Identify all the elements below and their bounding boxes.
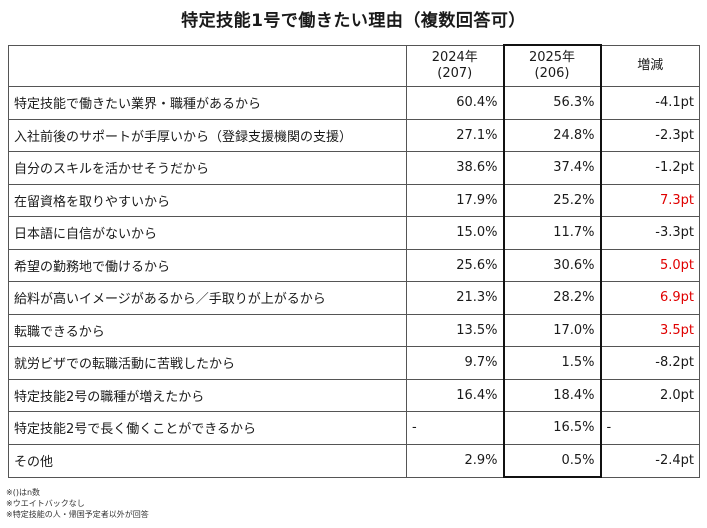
header-2024-year: 2024年 [431, 49, 478, 65]
cell-2024: 2.9% [406, 443, 504, 478]
cell-2025: 17.0% [502, 313, 602, 347]
row-label: 就労ビザでの転職活動に苦戦したから [8, 346, 407, 380]
row-label: 入社前後のサポートが手厚いから（登録支援機関の支援） [8, 118, 407, 152]
cell-2024: 38.6% [406, 151, 504, 185]
row-label: 特定技能2号で長く働くことができるから [8, 411, 407, 445]
cell-diff: 3.5pt [600, 313, 700, 347]
table-row: 希望の勤務地で働けるから 25.6% 30.6% 5.0pt [8, 248, 700, 282]
row-label: 特定技能で働きたい業界・職種があるから [8, 86, 407, 120]
cell-2025: 30.6% [502, 248, 602, 282]
cell-2025: 24.8% [502, 118, 602, 152]
cell-2024: 27.1% [406, 118, 504, 152]
cell-2025: 1.5% [502, 346, 602, 380]
row-label: 自分のスキルを活かせそうだから [8, 151, 407, 185]
cell-2024: 17.9% [406, 183, 504, 217]
cell-diff: -4.1pt [600, 86, 700, 120]
cell-2025: 11.7% [502, 216, 602, 250]
footnote: ※ウエイトバックなし [6, 499, 85, 508]
table-row: 入社前後のサポートが手厚いから（登録支援機関の支援） 27.1% 24.8% -2.3… [8, 118, 700, 152]
cell-2024: 21.3% [406, 281, 504, 315]
table-row: 特定技能で働きたい業界・職種があるから 60.4% 56.3% -4.1pt [8, 86, 700, 120]
row-label: 希望の勤務地で働けるから [8, 248, 407, 282]
footnote: ※()はn数 [6, 488, 41, 497]
cell-2024: 15.0% [406, 216, 504, 250]
header-label-column [8, 44, 407, 87]
cell-diff: -2.4pt [600, 443, 700, 478]
cell-2024: 9.7% [406, 346, 504, 380]
cell-2025: 18.4% [502, 378, 602, 412]
row-label: 特定技能2号の職種が増えたから [8, 378, 407, 412]
header-2025: 2025年 (206) [502, 44, 602, 87]
cell-2024: 13.5% [406, 313, 504, 347]
cell-diff: 5.0pt [600, 248, 700, 282]
cell-2024: 60.4% [406, 86, 504, 120]
cell-2025: 37.4% [502, 151, 602, 185]
row-label: その他 [8, 443, 407, 478]
row-label: 転職できるから [8, 313, 407, 347]
cell-2024: 25.6% [406, 248, 504, 282]
table-row: 特定技能2号で長く働くことができるから -16.5% - [8, 411, 700, 445]
table-row: 特定技能2号の職種が増えたから 16.4% 18.4% 2.0pt [8, 378, 700, 412]
data-table: 2024年 (207) 2025年 (206) 増減 特定技能で働きたい業界・職… [8, 44, 700, 478]
row-label: 在留資格を取りやすいから [8, 183, 407, 217]
cell-2024: 16.4% [406, 378, 504, 412]
cell-diff: - [600, 411, 700, 445]
table-row: その他 2.9% 0.5% -2.4pt [8, 443, 700, 478]
table-header-row: 2024年 (207) 2025年 (206) 増減 [8, 44, 700, 87]
row-label: 給料が高いイメージがあるから／手取りが上がるから [8, 281, 407, 315]
cell-diff: -1.2pt [600, 151, 700, 185]
table-row: 日本語に自信がないから 15.0% 11.7% -3.3pt [8, 216, 700, 250]
cell-2025: 25.2% [502, 183, 602, 217]
table-row: 自分のスキルを活かせそうだから 38.6% 37.4% -1.2pt [8, 151, 700, 185]
header-2024: 2024年 (207) [406, 44, 504, 87]
header-diff: 増減 [600, 44, 700, 87]
table-row: 給料が高いイメージがあるから／手取りが上がるから 21.3% 28.2% 6.9pt [8, 281, 700, 315]
cell-2024: - [406, 411, 504, 445]
table-body: 特定技能で働きたい業界・職種があるから 60.4% 56.3% -4.1pt 入社前後の… [8, 86, 700, 478]
header-2025-year: 2025年 [528, 50, 576, 65]
chart-title: 特定技能1号で働きたい理由（複数回答可） [181, 11, 526, 31]
cell-diff: -3.3pt [600, 216, 700, 250]
cell-diff: 2.0pt [600, 378, 700, 412]
table-row: 在留資格を取りやすいから 17.9% 25.2% 7.3pt [8, 183, 700, 217]
footnotes: ※()はn数 ※ウエイトバックなし ※特定技能の人・帰国予定者以外が回答 [6, 487, 149, 520]
cell-2025: 16.5% [502, 411, 602, 445]
header-2025-n: (206) [534, 66, 570, 81]
cell-diff: 7.3pt [600, 183, 700, 217]
row-label: 日本語に自信がないから [8, 216, 407, 250]
header-2024-n: (207) [437, 65, 473, 81]
cell-2025: 0.5% [502, 443, 602, 478]
cell-diff: -8.2pt [600, 346, 700, 380]
table-row: 就労ビザでの転職活動に苦戦したから 9.7% 1.5% -8.2pt [8, 346, 700, 380]
footnote: ※特定技能の人・帰国予定者以外が回答 [6, 510, 149, 519]
cell-2025: 56.3% [502, 86, 602, 120]
cell-diff: 6.9pt [600, 281, 700, 315]
table-row: 転職できるから 13.5% 17.0% 3.5pt [8, 313, 700, 347]
cell-diff: -2.3pt [600, 118, 700, 152]
cell-2025: 28.2% [502, 281, 602, 315]
